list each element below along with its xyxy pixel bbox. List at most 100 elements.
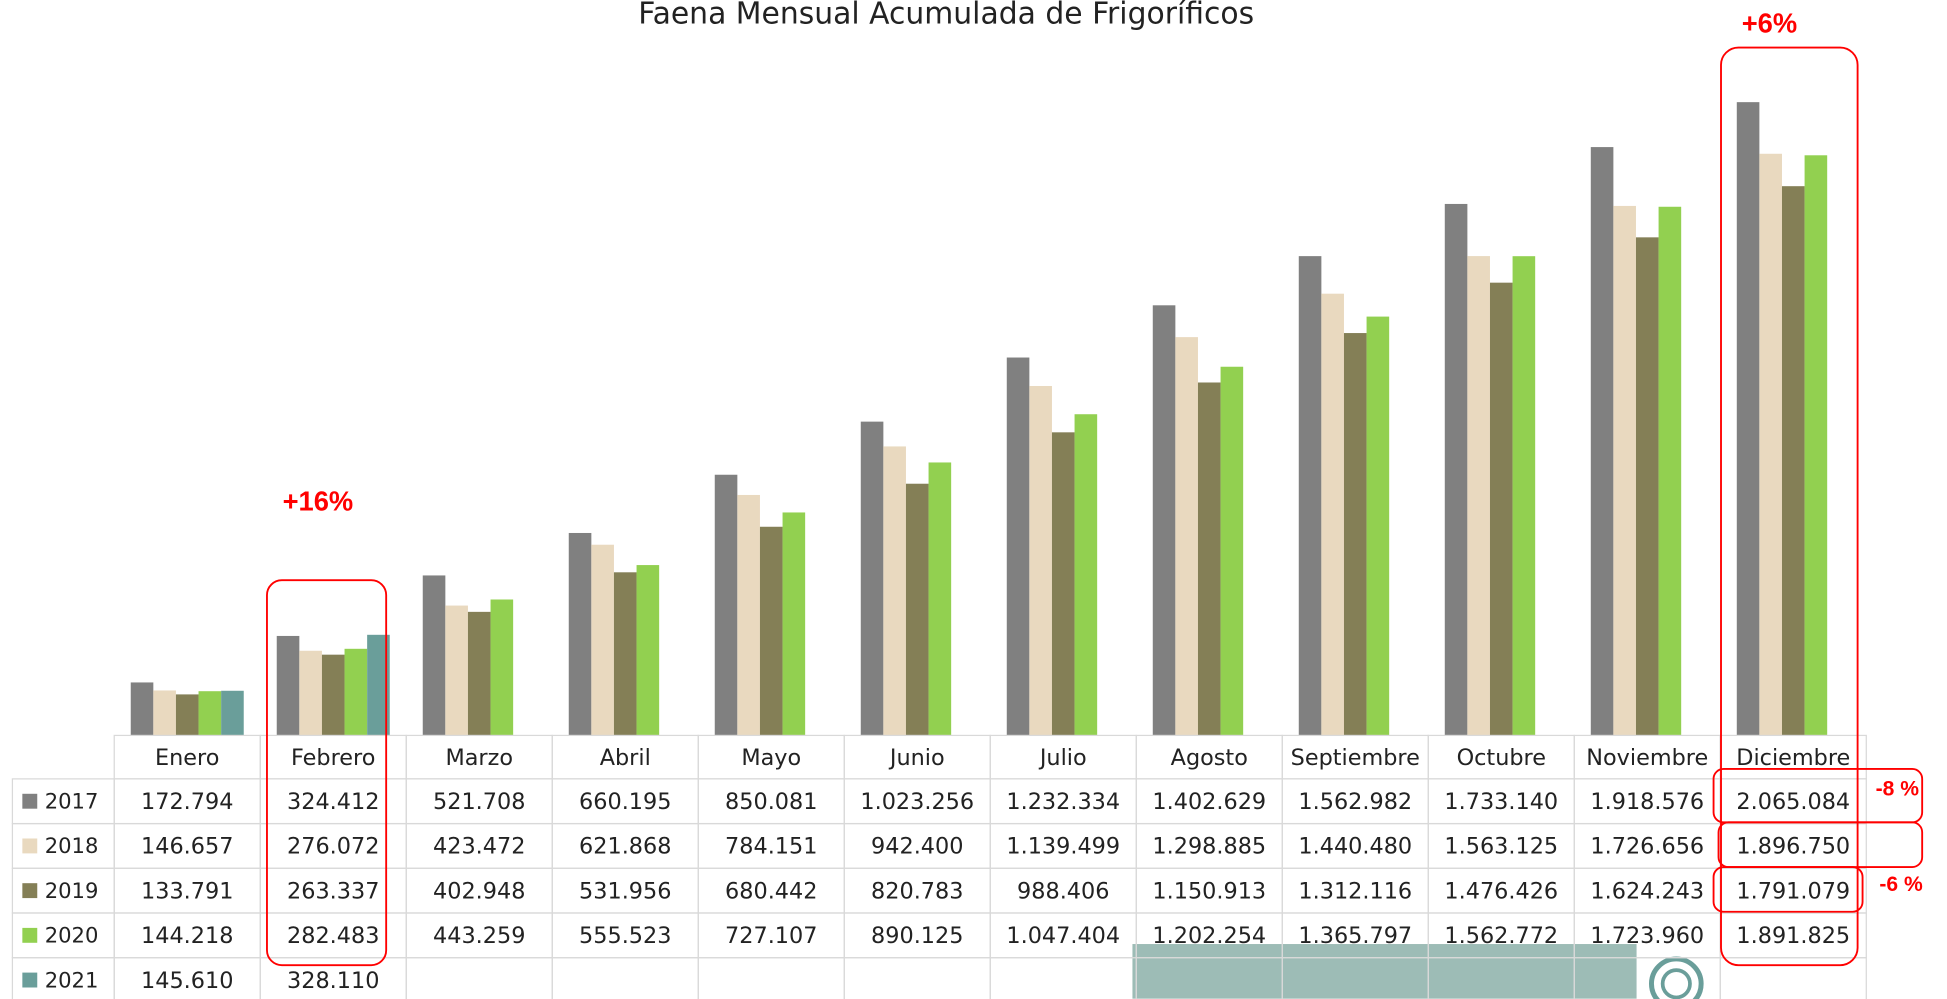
table-value: 680.442 [725,878,817,904]
bar [175,694,199,736]
bar [905,483,929,736]
x-tick-label: Julio [1038,745,1087,771]
table-value: 1.232.334 [1006,789,1120,815]
table-value: 1.202.254 [1152,923,1266,949]
table-value: 263.337 [287,878,379,904]
table-cell [551,957,699,999]
x-tick-label: Diciembre [1736,745,1850,771]
annotation: -6 % [1879,873,1923,896]
table-value: 1.139.499 [1006,834,1120,860]
bar [1029,385,1052,736]
bar [221,690,244,736]
x-tick-label: Abril [600,745,651,771]
bar [883,446,906,736]
bar [130,682,154,736]
bar [1512,256,1536,736]
x-tick-label: Mayo [741,745,801,771]
bar [1759,153,1782,736]
highlight-box [1720,46,1859,967]
bar [1006,357,1030,736]
bar [467,611,491,736]
legend-swatch [22,838,38,854]
legend-swatch [22,883,38,899]
logo [1660,968,1692,999]
table-value: 531.956 [579,878,671,904]
bar [1590,147,1614,736]
table-value: 555.523 [579,923,671,949]
bar [299,650,322,736]
table-value: 324.412 [287,789,379,815]
table-value: 1.402.629 [1152,789,1266,815]
footer-box [1132,944,1637,999]
table-value: 988.406 [1017,878,1109,904]
bar [591,544,614,736]
bar [613,572,637,736]
bar [1074,414,1098,736]
table-value: 1.365.797 [1298,923,1412,949]
legend-swatch [22,793,38,809]
table-cell [989,957,1137,999]
table-value: 1.023.256 [860,789,974,815]
table-value: 133.791 [141,878,233,904]
table-value: 1.562.982 [1298,789,1412,815]
table-value: 1.723.960 [1590,923,1704,949]
bar [1736,102,1760,736]
table-value: 145.610 [141,968,233,994]
bar [422,575,446,736]
table-value: 1.047.404 [1006,923,1120,949]
bar [860,421,884,736]
bar [198,691,222,736]
table-value: 1.733.140 [1444,789,1558,815]
bar [490,599,514,736]
table-cell [697,957,845,999]
x-tick-label: Febrero [291,745,375,771]
table-value: 784.151 [725,834,817,860]
bar [1781,186,1805,736]
bar [1220,366,1244,736]
annotation: -8 % [1876,778,1920,801]
x-tick-label: Enero [155,745,219,771]
table-value: 1.298.885 [1152,834,1266,860]
table-value: 276.072 [287,834,379,860]
legend-label: 2019 [45,878,99,903]
legend-label: 2021 [45,967,99,992]
table-value: 1.624.243 [1590,878,1704,904]
table-value: 402.948 [433,878,525,904]
bar [321,654,345,736]
chart-title: Faena Mensual Acumulada de Frigoríficos [638,0,1254,32]
x-tick-label: Noviembre [1586,745,1708,771]
bar [737,494,760,736]
table-cell [843,957,991,999]
bar [1321,293,1344,736]
table-value: 1.312.116 [1298,878,1412,904]
bar [928,462,952,736]
table-value: 621.868 [579,834,671,860]
bar [344,648,368,736]
legend-label: 2018 [45,833,99,858]
bar [1804,155,1828,736]
bar [1175,337,1198,736]
legend-label: 2020 [45,923,99,948]
logo [1648,956,1704,999]
bar [276,635,300,736]
annotation: +16% [283,485,354,516]
table-value: 1.896.750 [1736,834,1850,860]
x-tick-label: Marzo [445,745,513,771]
bar [1613,205,1636,736]
bar [1298,256,1322,736]
bar [1467,256,1490,736]
bar [153,690,176,736]
x-tick-label: Octubre [1457,745,1546,771]
table-value: 890.125 [871,923,963,949]
bar [759,526,783,736]
table-value: 1.476.426 [1444,878,1558,904]
table-value: 1.791.079 [1736,878,1850,904]
bar [1152,305,1176,736]
table-cell [1719,957,1867,999]
bar [636,565,660,736]
table-value: 660.195 [579,789,671,815]
table-value: 1.440.480 [1298,834,1412,860]
table-value: 820.783 [871,878,963,904]
